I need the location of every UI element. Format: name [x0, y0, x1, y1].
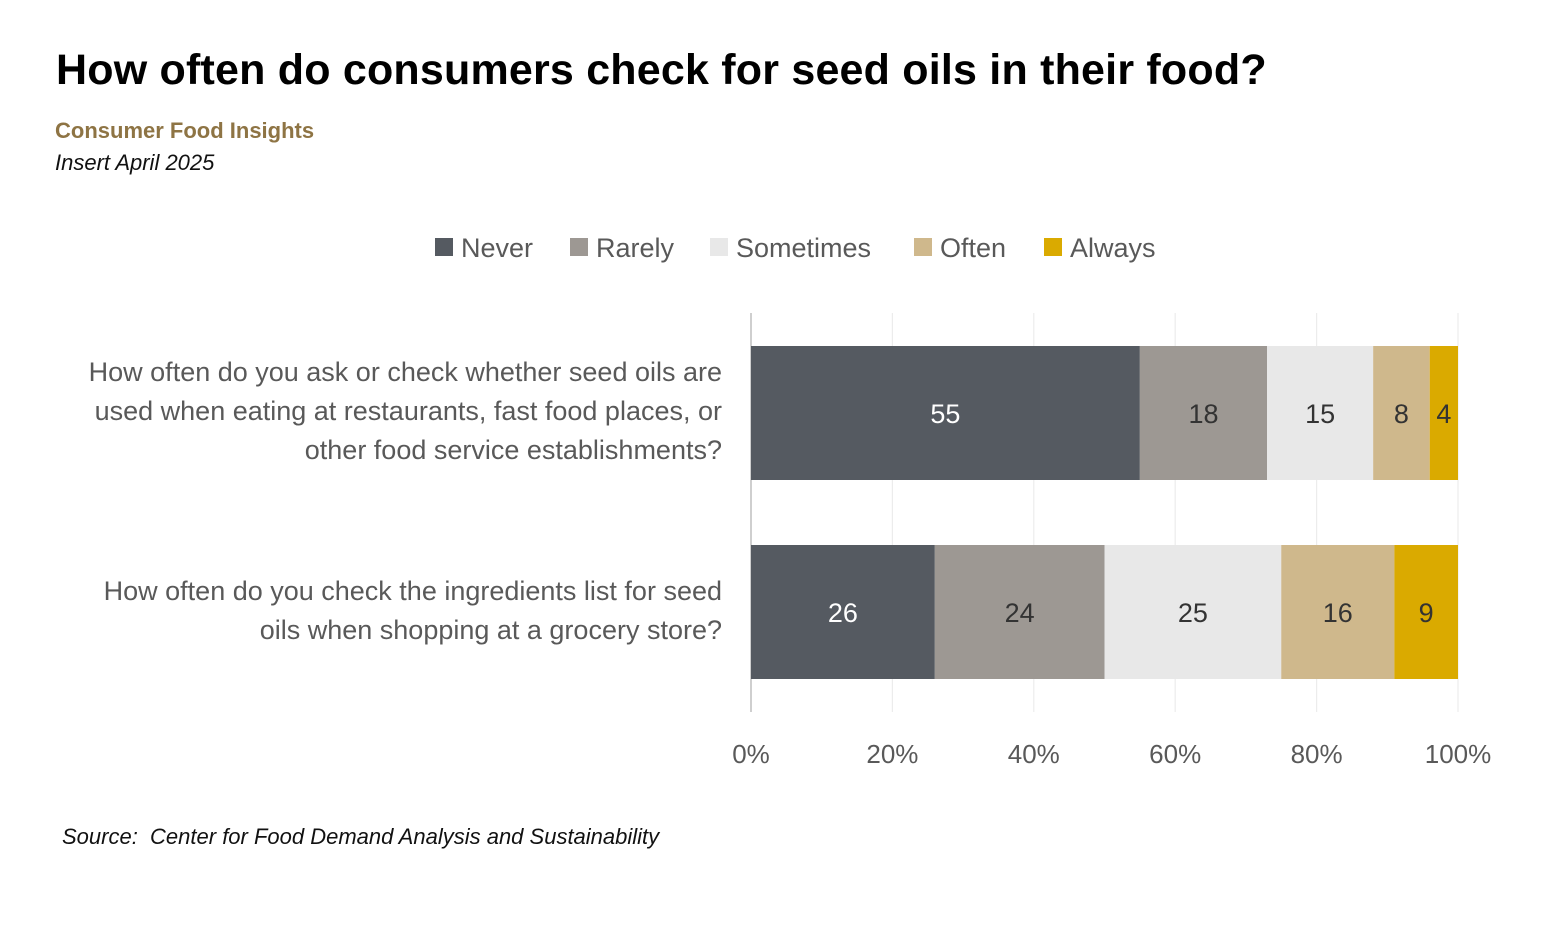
data-label-sometimes: 25 [1178, 598, 1208, 628]
data-label-often: 16 [1323, 598, 1353, 628]
x-tick-label: 20% [866, 739, 918, 769]
data-label-rarely: 18 [1188, 399, 1218, 429]
legend-swatch-often [914, 238, 932, 256]
x-axis: 0% 20% 40% 60% 80% 100% [732, 739, 1491, 769]
x-tick-label: 0% [732, 739, 770, 769]
bar-segment-never [751, 545, 935, 679]
x-tick-label: 40% [1008, 739, 1060, 769]
legend-label-always: Always [1070, 233, 1156, 263]
x-tick-label: 60% [1149, 739, 1201, 769]
legend-swatch-rarely [570, 238, 588, 256]
bar-segment-often [1373, 346, 1430, 480]
legend-label-sometimes: Sometimes [736, 233, 871, 263]
legend-swatch-always [1044, 238, 1062, 256]
legend-label-often: Often [940, 233, 1006, 263]
bar-segment-sometimes [1267, 346, 1374, 480]
chart-insert-date: Insert April 2025 [55, 150, 215, 175]
legend-swatch-sometimes [710, 238, 728, 256]
data-label-rarely: 24 [1005, 598, 1035, 628]
bars [751, 346, 1458, 679]
data-label-sometimes: 15 [1305, 399, 1335, 429]
bar-segment-never [751, 346, 1140, 480]
x-tick-label: 100% [1425, 739, 1492, 769]
source-note: Source: Center for Food Demand Analysis … [62, 824, 660, 849]
bar-segment-rarely [934, 545, 1105, 679]
legend: Never Rarely Sometimes Often Always [435, 233, 1156, 263]
data-label-never: 26 [828, 598, 858, 628]
data-label-never: 55 [930, 399, 960, 429]
chart-title: How often do consumers check for seed oi… [56, 46, 1267, 94]
data-label-always: 9 [1419, 598, 1434, 628]
legend-label-never: Never [461, 233, 533, 263]
category-label-restaurants: How often do you ask or check whether se… [88, 357, 722, 465]
x-tick-label: 80% [1291, 739, 1343, 769]
chart-subtitle: Consumer Food Insights [55, 118, 315, 143]
legend-swatch-never [435, 238, 453, 256]
bar-segment-sometimes [1104, 545, 1282, 679]
bar-segment-rarely [1139, 346, 1268, 480]
category-label-grocery: How often do you check the ingredients l… [103, 576, 722, 645]
bar-segment-always [1394, 545, 1458, 679]
bar-segment-always [1429, 346, 1458, 480]
bar-segment-often [1281, 545, 1395, 679]
legend-label-rarely: Rarely [596, 233, 675, 263]
data-label-often: 8 [1394, 399, 1409, 429]
data-label-always: 4 [1436, 399, 1451, 429]
bar-labels: 55 18 15 8 4 26 24 25 16 9 [828, 399, 1451, 628]
